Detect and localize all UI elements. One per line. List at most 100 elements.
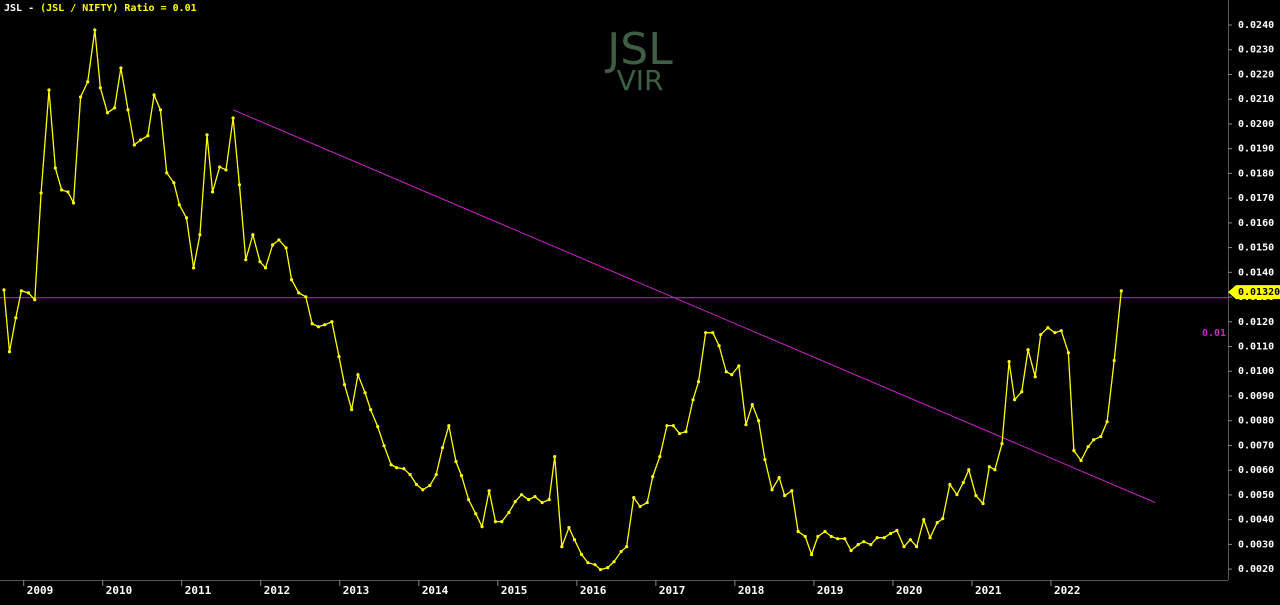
point xyxy=(466,498,471,502)
last-value-label: 0.01320 xyxy=(1238,287,1280,298)
y-tick-label: 0.0030 xyxy=(1238,539,1274,550)
x-tick-label: 2010 xyxy=(106,584,133,597)
point xyxy=(480,524,484,529)
point xyxy=(440,446,445,450)
point xyxy=(237,183,242,187)
y-tick-label: 0.0070 xyxy=(1238,440,1274,451)
y-tick-label: 0.0080 xyxy=(1238,416,1274,427)
y-tick-label: 0.0160 xyxy=(1238,218,1274,229)
point xyxy=(882,536,886,540)
point xyxy=(1026,348,1030,352)
x-tick-label: 2019 xyxy=(817,584,844,597)
point xyxy=(1119,289,1123,293)
point xyxy=(665,424,669,428)
point xyxy=(803,534,807,539)
point xyxy=(224,168,228,172)
point xyxy=(105,111,110,115)
point xyxy=(389,463,393,467)
point xyxy=(7,350,12,354)
point xyxy=(304,295,308,299)
point xyxy=(567,525,571,530)
y-tick-label: 0.0120 xyxy=(1238,317,1274,328)
point xyxy=(1053,331,1057,335)
point xyxy=(783,494,787,498)
point xyxy=(342,383,347,387)
point xyxy=(297,291,301,295)
y-tick-label: 0.0050 xyxy=(1238,490,1274,501)
point xyxy=(258,260,262,264)
point xyxy=(493,520,498,524)
point xyxy=(922,518,926,522)
point xyxy=(434,473,438,477)
point xyxy=(836,537,840,541)
x-tick-label: 2012 xyxy=(264,584,291,597)
point xyxy=(632,496,636,500)
point xyxy=(66,190,70,194)
point xyxy=(533,495,537,499)
point xyxy=(777,476,781,480)
point xyxy=(289,278,294,282)
point xyxy=(60,188,64,192)
point xyxy=(86,80,90,84)
y-tick-label: 0.0150 xyxy=(1238,243,1274,254)
point xyxy=(408,473,412,477)
point xyxy=(1059,329,1063,333)
y-tick-label: 0.0180 xyxy=(1238,168,1274,179)
point xyxy=(152,93,156,97)
point xyxy=(625,545,629,549)
title: (JSL / NIFTY) Ratio = 0.01 xyxy=(40,2,197,14)
point xyxy=(796,529,800,534)
point xyxy=(888,531,893,536)
point xyxy=(177,203,181,207)
point xyxy=(1066,351,1070,355)
point xyxy=(158,108,163,112)
point xyxy=(284,246,288,250)
point xyxy=(829,534,833,539)
point xyxy=(658,454,662,459)
trendline xyxy=(232,109,1156,504)
x-tick-label: 2021 xyxy=(975,584,1002,597)
point xyxy=(71,201,76,205)
point xyxy=(1099,434,1103,439)
point xyxy=(1039,333,1043,337)
title-prefix: JSL - xyxy=(4,3,40,14)
point xyxy=(1000,442,1004,446)
point xyxy=(843,537,847,541)
point xyxy=(513,499,517,504)
point xyxy=(902,545,906,549)
point xyxy=(560,545,564,549)
point xyxy=(908,538,912,542)
point xyxy=(915,545,919,549)
point xyxy=(1020,390,1024,394)
point xyxy=(323,323,327,327)
point xyxy=(1086,445,1090,449)
point xyxy=(1105,420,1109,424)
point xyxy=(684,429,688,434)
point xyxy=(993,468,997,472)
point xyxy=(53,166,57,170)
point xyxy=(572,538,577,542)
point xyxy=(500,520,504,524)
point xyxy=(671,424,675,428)
point xyxy=(580,552,584,557)
point xyxy=(750,403,754,407)
level-label: 0.01 xyxy=(1202,328,1226,339)
point xyxy=(1092,438,1096,442)
point xyxy=(421,488,425,492)
y-tick-label: 0.0210 xyxy=(1238,94,1274,105)
point xyxy=(271,243,275,247)
point xyxy=(198,233,202,237)
point xyxy=(928,536,932,540)
point xyxy=(316,325,321,329)
watermark: VIR xyxy=(617,64,664,97)
point xyxy=(809,552,814,557)
y-tick-label: 0.0140 xyxy=(1238,267,1274,278)
y-tick-label: 0.0240 xyxy=(1238,20,1274,31)
point xyxy=(586,561,590,565)
point xyxy=(210,190,215,194)
x-tick-label: 2013 xyxy=(343,584,370,597)
point xyxy=(79,95,83,99)
point xyxy=(112,106,117,110)
